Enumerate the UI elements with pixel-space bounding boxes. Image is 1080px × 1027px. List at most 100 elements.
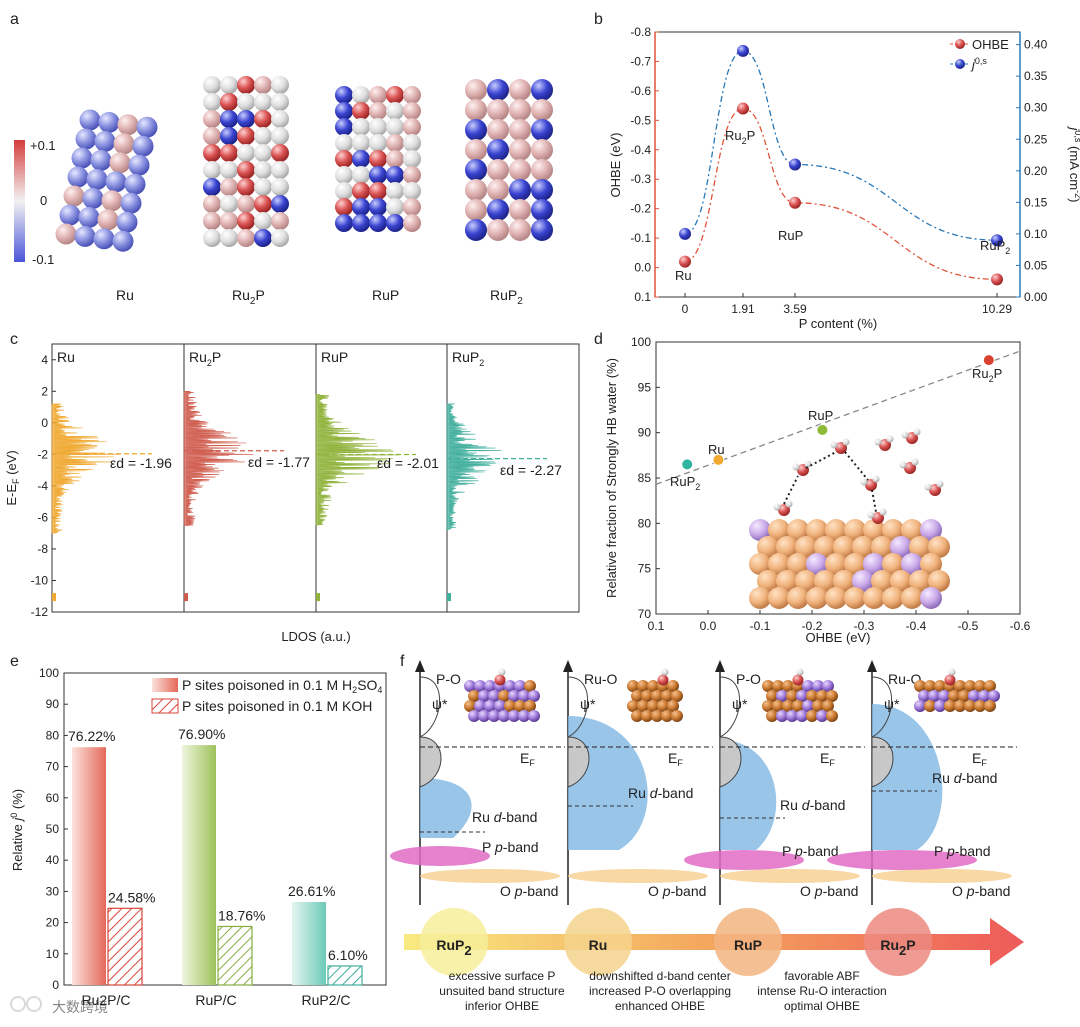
hydrogen-atom xyxy=(860,478,868,486)
bar-koh xyxy=(107,907,143,986)
dos-deep-state xyxy=(447,593,451,602)
right-axis-ticks: 0.40 0.35 0.30 0.25 0.20 0.15 0.10 0.05 0.00 xyxy=(1016,38,1048,304)
energy-axis-arrowhead xyxy=(867,660,877,672)
slab-atom xyxy=(757,536,779,558)
slab-atom xyxy=(920,519,942,541)
tick-label-y: 2 xyxy=(41,384,48,398)
legend-label-koh: P sites poisoned in 0.1 M KOH xyxy=(182,698,372,714)
slab-atom xyxy=(671,710,683,722)
tick-label-x: -0.6 xyxy=(1010,619,1031,633)
atom xyxy=(74,225,96,247)
oxygen-atom xyxy=(865,479,877,491)
atom xyxy=(120,192,142,214)
p-p-band xyxy=(684,850,804,870)
atom xyxy=(352,102,370,120)
bar-label-koh: 6.10% xyxy=(328,947,368,963)
material-circle-label: Ru xyxy=(589,937,608,953)
caption-line: excessive surface P xyxy=(449,969,556,983)
slab-atom xyxy=(825,553,847,575)
slab-atom xyxy=(488,710,500,722)
hydrogen-atom xyxy=(785,500,793,508)
p-p-band-label: P p-band xyxy=(782,843,839,859)
atom xyxy=(237,76,255,94)
atom xyxy=(369,198,387,216)
tick-label-x: -0.4 xyxy=(906,619,927,633)
tick-label-left: -0.7 xyxy=(630,54,651,68)
energy-axis-arrowhead xyxy=(415,660,425,672)
atom xyxy=(386,118,404,136)
tick-label-y: -8 xyxy=(37,542,48,556)
watermark-text: 大数跨境 xyxy=(52,999,108,1015)
slab-atom xyxy=(938,690,950,702)
slab-atom xyxy=(802,680,814,692)
adsorbed-h-atom xyxy=(661,668,669,676)
atom xyxy=(271,93,289,111)
atom xyxy=(254,144,272,162)
slab-atom xyxy=(958,690,970,702)
hydrogen-atom xyxy=(913,428,921,436)
slab-atom xyxy=(978,690,990,702)
slab-atom xyxy=(631,710,643,722)
p-p-band-label: P p-band xyxy=(482,839,539,855)
atom xyxy=(487,179,509,201)
tick-label-x: 3.59 xyxy=(783,302,807,316)
atom xyxy=(203,212,221,230)
adsorbed-h-atom xyxy=(498,668,506,676)
atom xyxy=(352,214,370,232)
data-point-rup xyxy=(816,423,829,436)
slab-atom xyxy=(637,700,649,712)
fermi-level-label: EF xyxy=(972,750,987,768)
slab-atom xyxy=(924,700,936,712)
slab-atom xyxy=(667,680,679,692)
structure-label-rup2: RuP2 xyxy=(490,287,523,307)
atom xyxy=(113,133,135,155)
slab-atom xyxy=(871,570,893,592)
tick-label-x: 0.1 xyxy=(648,619,665,633)
slab-atom xyxy=(964,700,976,712)
tick-label-y: 20 xyxy=(46,916,60,930)
atom xyxy=(71,147,93,169)
atom xyxy=(509,119,531,141)
dos-title-ru2p: Ru2P xyxy=(189,349,221,368)
tick-label-right: 0.05 xyxy=(1024,258,1048,272)
oxygen-atom xyxy=(778,504,790,516)
slab-atom xyxy=(914,700,926,712)
slab-atom xyxy=(914,680,926,692)
data-points-b xyxy=(679,44,1003,286)
atom xyxy=(254,93,272,111)
atom xyxy=(369,214,387,232)
slab-atom xyxy=(816,710,828,722)
slab-atom xyxy=(920,553,942,575)
slab-atom xyxy=(890,536,912,558)
tick-label-y: -6 xyxy=(37,510,48,524)
legend-swatch-koh xyxy=(151,698,179,714)
category-label: RuP/C xyxy=(195,992,236,1008)
psi-star-filled xyxy=(419,736,442,788)
tick-label-right: 0.20 xyxy=(1024,164,1048,178)
dos-curve xyxy=(446,403,502,531)
atom xyxy=(82,187,104,209)
dband-center-ru2p: εd = -1.77 xyxy=(248,454,310,470)
atom xyxy=(254,212,272,230)
atom xyxy=(271,76,289,94)
material-circle-label: RuP xyxy=(734,937,762,953)
slab-atom xyxy=(478,710,490,722)
slab-atom xyxy=(928,690,940,702)
atom xyxy=(271,212,289,230)
caption-line: increased P-O overlapping xyxy=(589,984,731,998)
slab-atom xyxy=(844,519,866,541)
slab-atom xyxy=(749,587,771,609)
panel-letter-d: d xyxy=(594,331,603,348)
tick-label-y: -12 xyxy=(31,605,49,619)
ru-d-band xyxy=(568,716,648,850)
atom xyxy=(352,134,370,152)
caption-line: enhanced OHBE xyxy=(615,999,705,1013)
atom xyxy=(220,195,238,213)
o-p-band xyxy=(872,869,1012,883)
atom xyxy=(531,79,553,101)
slab-atom xyxy=(928,536,950,558)
slab-atom xyxy=(468,710,480,722)
slab-atom xyxy=(518,710,530,722)
y-label-right-b: j0,s (mA cm-2) xyxy=(1067,126,1080,203)
